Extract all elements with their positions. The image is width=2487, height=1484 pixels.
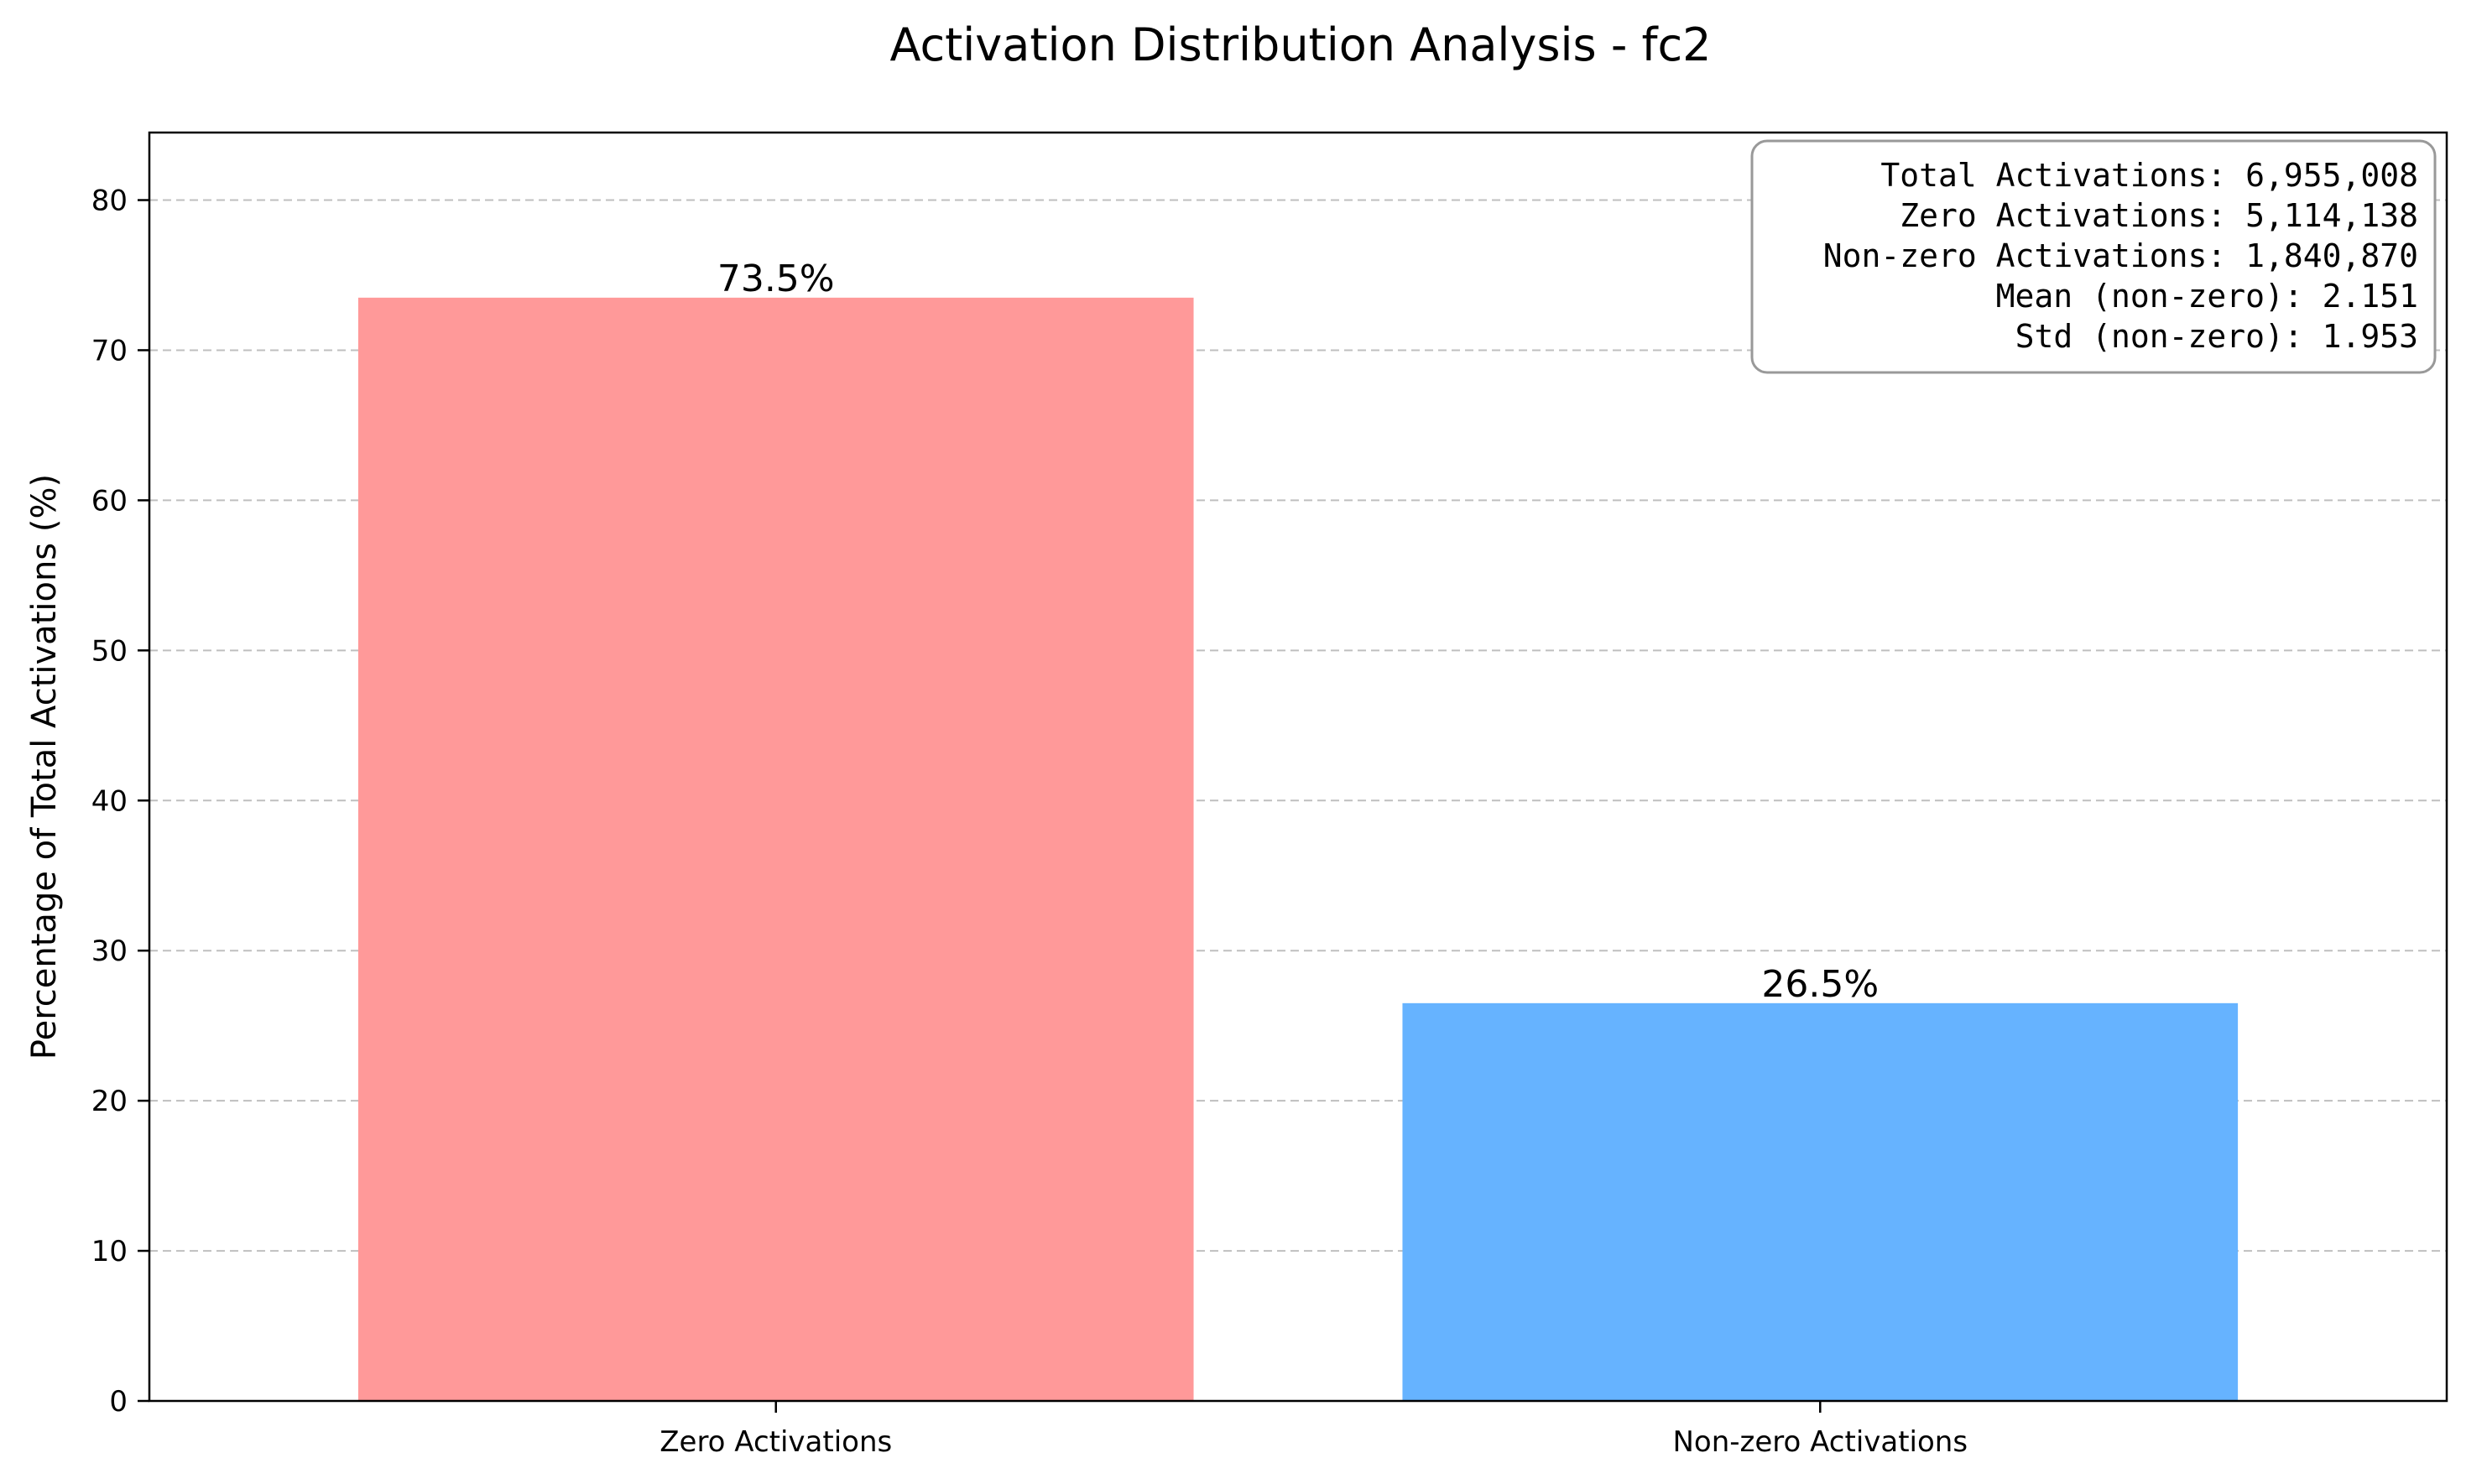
x-axis-ticks: Zero Activations Non-zero Activations [660,1401,1968,1459]
bar-value-label-zero-activations: 73.5% [717,258,835,300]
y-tick-label-10: 10 [91,1235,128,1268]
stats-zero-activations: Zero Activations: 5,114,138 [1900,197,2418,234]
y-tick-label-70: 70 [91,334,128,367]
bar-zero-activations [357,297,1194,1402]
stats-total-activations: Total Activations: 6,955,008 [1880,157,2418,194]
y-axis-label: Percentage of Total Activations (%) [25,474,64,1060]
y-tick-label-80: 80 [91,185,128,218]
y-tick-label-20: 20 [91,1085,128,1118]
bar-non-zero-activations [1402,1002,2239,1401]
bars [357,297,2239,1402]
stats-mean-nonzero: Mean (non-zero): 2.151 [1996,278,2418,315]
plot-area-frame [148,131,2448,1403]
x-tick-label-non-zero-activations: Non-zero Activations [1672,1425,1968,1459]
y-tick-label-30: 30 [91,935,128,968]
y-tick-label-40: 40 [91,784,128,818]
y-tick-label-50: 50 [91,634,128,668]
bar-value-label-non-zero-activations: 26.5% [1761,963,1879,1006]
stats-box-frame [1750,139,2437,374]
x-tick-label-zero-activations: Zero Activations [660,1425,892,1459]
y-axis-ticks: 0 10 20 30 40 50 60 70 80 [91,185,149,1419]
chart-title: Activation Distribution Analysis - fc2 [889,18,1711,71]
stats-std-nonzero: Std (non-zero): 1.953 [2015,318,2418,355]
bar-value-labels: 73.5% 26.5% [717,258,1879,1006]
stats-nonzero-activations: Non-zero Activations: 1,840,870 [1823,237,2418,274]
y-tick-label-60: 60 [91,484,128,518]
y-tick-label-0: 0 [109,1385,128,1419]
stats-box: Total Activations: 6,955,008 Zero Activa… [1750,139,2437,374]
